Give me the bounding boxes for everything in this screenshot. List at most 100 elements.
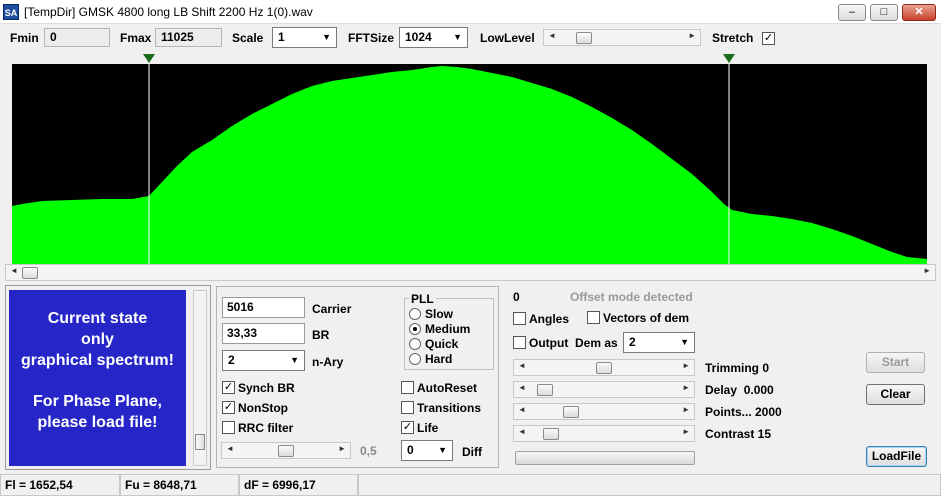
pll-medium-label: Medium — [425, 322, 471, 336]
spectrum-hscrollbar[interactable]: ◄ ► — [5, 264, 936, 281]
trimming-slider[interactable]: ◄ ► — [513, 359, 695, 376]
synch-br-checkbox[interactable]: ✓ — [222, 381, 235, 394]
points-slider-thumb[interactable] — [563, 406, 579, 418]
trimming-slider-thumb[interactable] — [596, 362, 612, 374]
banner-line-4: For Phase Plane, — [33, 393, 162, 410]
scroll-left-icon[interactable]: ◄ — [518, 405, 526, 414]
scroll-right-icon[interactable]: ► — [688, 31, 696, 40]
nonstop-checkbox[interactable]: ✓ — [222, 401, 235, 414]
rrc-slider[interactable]: ◄ ► — [221, 442, 351, 459]
scroll-left-icon[interactable]: ◄ — [518, 361, 526, 370]
fmax-field[interactable]: 11025 — [155, 28, 222, 47]
clear-button[interactable]: Clear — [866, 384, 925, 405]
title-bar: SA [TempDir] GMSK 4800 long LB Shift 220… — [0, 0, 941, 24]
spectrum-hscrollbar-thumb[interactable] — [22, 267, 38, 279]
fmin-label: Fmin — [10, 31, 39, 45]
diff-label: Diff — [462, 445, 482, 459]
banner-spacer — [9, 371, 186, 391]
nary-select[interactable]: 2 ▼ — [222, 350, 305, 371]
scale-select[interactable]: 1 ▼ — [272, 27, 337, 48]
pll-medium-radio[interactable] — [409, 323, 421, 335]
scale-value: 1 — [278, 30, 285, 44]
fftsize-value: 1024 — [405, 30, 432, 44]
scroll-left-icon[interactable]: ◄ — [10, 266, 18, 275]
maximize-button[interactable]: □ — [870, 4, 898, 21]
output-dem-label: Output Dem as — [529, 336, 618, 350]
contrast-slider[interactable]: ◄ ► — [513, 425, 695, 442]
points-label: Points... 2000 — [705, 405, 782, 419]
fftsize-select[interactable]: 1024 ▼ — [399, 27, 468, 48]
autoreset-checkbox[interactable] — [401, 381, 414, 394]
scroll-right-icon[interactable]: ► — [923, 266, 931, 275]
angles-label: Angles — [529, 312, 570, 326]
vectors-label: Vectors of dem — [603, 311, 690, 325]
chevron-down-icon: ▼ — [438, 445, 447, 455]
rrc-slider-thumb[interactable] — [278, 445, 294, 457]
banner-line-5: please load file! — [37, 414, 158, 431]
output-dem-checkbox[interactable] — [513, 336, 526, 349]
carrier-input[interactable]: 5016 — [222, 297, 305, 318]
pll-hard-radio[interactable] — [409, 353, 421, 365]
banner-vscrollbar[interactable] — [193, 290, 207, 466]
br-input[interactable]: 33,33 — [222, 323, 305, 344]
start-button[interactable]: Start — [866, 352, 925, 373]
window-title: [TempDir] GMSK 4800 long LB Shift 2200 H… — [24, 5, 313, 19]
scroll-right-icon[interactable]: ► — [682, 361, 690, 370]
fftsize-label: FFTSize — [348, 31, 395, 45]
points-slider[interactable]: ◄ ► — [513, 403, 695, 420]
pll-title: PLL — [409, 292, 436, 306]
status-banner: Current state only graphical spectrum! F… — [9, 290, 186, 466]
scroll-left-icon[interactable]: ◄ — [518, 427, 526, 436]
scroll-right-icon[interactable]: ► — [682, 427, 690, 436]
minimize-button[interactable]: – — [838, 4, 866, 21]
synch-br-label: Synch BR — [238, 381, 295, 395]
pll-group — [404, 298, 494, 370]
pll-quick-radio[interactable] — [409, 338, 421, 350]
chevron-down-icon: ▼ — [290, 355, 299, 365]
scroll-left-icon[interactable]: ◄ — [226, 444, 234, 453]
fmin-field[interactable]: 0 — [44, 28, 110, 47]
scroll-left-icon[interactable]: ◄ — [548, 31, 556, 40]
close-button[interactable]: ✕ — [902, 4, 936, 21]
scroll-left-icon[interactable]: ◄ — [518, 383, 526, 392]
rrc-filter-label: RRC filter — [238, 421, 294, 435]
lower-marker-handle-icon[interactable] — [143, 54, 155, 63]
output-dem-select[interactable]: 2 ▼ — [623, 332, 695, 353]
chevron-down-icon: ▼ — [453, 32, 462, 42]
diff-select[interactable]: 0 ▼ — [401, 440, 453, 461]
lowlevel-slider-thumb[interactable] — [576, 32, 593, 44]
scroll-right-icon[interactable]: ► — [338, 444, 346, 453]
contrast-slider-thumb[interactable] — [543, 428, 560, 440]
app-icon[interactable]: SA — [3, 4, 19, 20]
stretch-label: Stretch — [712, 31, 754, 45]
transitions-checkbox[interactable] — [401, 401, 414, 414]
life-label: Life — [417, 421, 439, 435]
banner-vscrollbar-thumb[interactable] — [195, 434, 205, 450]
fmax-label: Fmax — [120, 31, 152, 45]
count-value: 0 — [513, 290, 520, 304]
rrc-filter-checkbox[interactable] — [222, 421, 235, 434]
nonstop-label: NonStop — [238, 401, 288, 415]
spectrum-display[interactable] — [12, 64, 927, 265]
delay-slider-thumb[interactable] — [536, 384, 553, 396]
banner-line-1: Current state — [47, 310, 148, 327]
stretch-checkbox[interactable]: ✓ — [762, 32, 775, 45]
status-empty — [358, 474, 941, 496]
angles-checkbox[interactable] — [513, 312, 526, 325]
pll-slow-radio[interactable] — [409, 308, 421, 320]
vectors-checkbox[interactable] — [587, 311, 600, 324]
upper-marker-handle-icon[interactable] — [723, 54, 735, 63]
pll-quick-label: Quick — [425, 337, 459, 351]
contrast-label: Contrast 15 — [705, 427, 772, 441]
delay-label: Delay 0.000 — [705, 383, 774, 397]
lowlevel-slider[interactable]: ◄ ► — [543, 29, 701, 46]
status-fu: Fu = 8648,71 — [120, 474, 239, 496]
offset-status-text: Offset mode detected — [570, 290, 693, 304]
scroll-right-icon[interactable]: ► — [682, 405, 690, 414]
loadfile-button[interactable]: LoadFile — [866, 446, 927, 467]
lowlevel-label: LowLevel — [480, 31, 535, 45]
scroll-right-icon[interactable]: ► — [682, 383, 690, 392]
br-label: BR — [312, 328, 330, 342]
life-checkbox[interactable]: ✓ — [401, 421, 414, 434]
delay-slider[interactable]: ◄ ► — [513, 381, 695, 398]
